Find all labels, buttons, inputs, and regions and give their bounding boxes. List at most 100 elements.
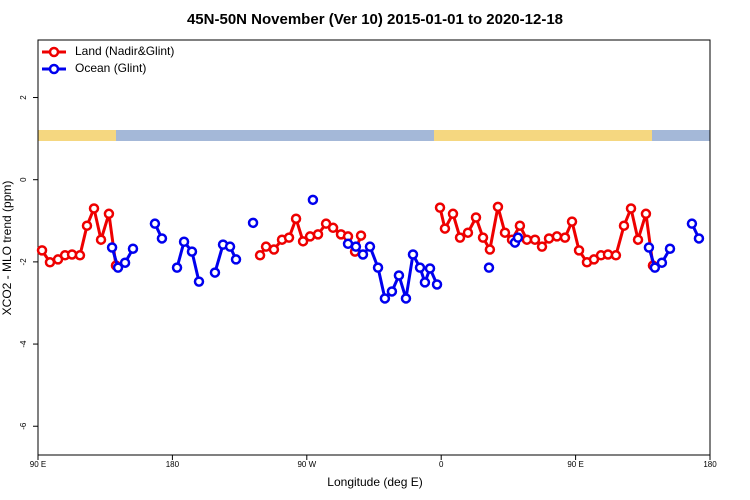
data-point [88,203,100,214]
data-point [178,236,190,247]
data-point [447,208,459,220]
data-point [290,213,302,224]
x-tick-label: 180 [703,460,717,469]
data-point [454,232,466,243]
data-point [536,241,548,252]
x-tick-label: 90 E [30,460,46,469]
data-point [434,202,446,213]
data-point [559,232,571,243]
data-point [156,233,168,244]
data-point [649,262,661,273]
data-point [355,230,367,241]
data-point [297,236,309,247]
data-point [477,232,489,243]
data-point [209,267,221,278]
map-strip [38,130,710,141]
data-point [44,257,56,268]
data-point [610,250,622,261]
data-point [372,262,384,273]
data-point [127,243,139,254]
data-point [484,244,496,255]
y-tick-label: -6 [19,422,28,430]
x-tick-label: 0 [439,460,444,469]
data-point [419,277,431,288]
series-line [110,223,701,302]
y-tick-label: -4 [19,340,28,348]
x-tick-label: 90 E [567,460,583,469]
data-point [462,227,474,238]
data-point [499,227,511,238]
y-tick-label: 2 [19,95,28,100]
data-point [492,201,504,213]
data-point [632,234,644,245]
data-point [283,232,295,243]
data-point [254,250,266,261]
data-point [407,249,419,260]
data-point [307,194,319,206]
data-point [193,276,205,287]
legend-label: Ocean (Glint) [75,61,146,75]
data-point [551,231,563,242]
data-point [393,270,405,281]
x-axis-label: Longitude (deg E) [327,475,422,489]
data-point [514,220,526,231]
chart-title: 45N-50N November (Ver 10) 2015-01-01 to … [187,11,563,28]
data-point [112,262,124,273]
data-point [350,241,362,252]
land-strip [434,130,652,141]
data-point [230,254,242,265]
legend-label: Land (Nadir&Glint) [75,44,174,58]
data-point [106,242,118,253]
data-point [400,293,412,304]
data-point [103,208,115,220]
data-point [424,263,436,274]
data-point [643,242,655,253]
data-point [618,220,630,231]
data-point [312,229,324,240]
data-point [431,279,443,290]
data-point [664,243,676,254]
data-point [119,257,131,268]
data-point [327,222,339,234]
data-point [656,257,668,268]
x-tick-label: 90 W [297,460,316,469]
y-tick-label: 0 [19,177,28,182]
x-tick-label: 180 [166,460,180,469]
data-point [379,293,391,304]
data-point [640,208,652,220]
data-point [566,216,578,227]
data-point [483,262,495,273]
data-point [439,223,451,234]
y-axis-label: XCO2 - MLO trend (ppm) [0,181,14,316]
data-point [693,233,705,244]
data-point [386,286,398,297]
data-point [171,262,183,273]
data-point [414,262,426,273]
data-point [357,249,369,260]
data-point [36,245,48,256]
land-strip [38,130,116,141]
data-point [686,218,698,229]
data-point [268,244,280,255]
data-point [81,220,93,231]
data-point [224,241,236,252]
data-point [364,241,376,252]
data-point [247,217,259,229]
legend-marker [48,46,60,58]
ocean-strip [38,130,710,141]
data-point [625,203,637,214]
data-point [95,234,107,245]
data-point [512,232,524,243]
data-point [470,212,482,223]
data-point [149,218,161,229]
data-point [529,234,541,245]
data-point [573,245,585,256]
legend: Land (Nadir&Glint) Ocean (Glint) [42,44,174,75]
data-point [186,246,198,257]
legend-marker [48,63,60,75]
data-point [74,250,86,261]
y-tick-label: -2 [19,258,28,266]
data-point [521,234,533,245]
